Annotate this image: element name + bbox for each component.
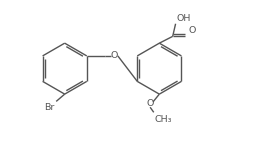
Text: O: O (147, 99, 154, 108)
Text: Br: Br (45, 103, 55, 112)
Text: O: O (110, 51, 118, 60)
Text: O: O (188, 26, 196, 35)
Text: CH₃: CH₃ (155, 115, 172, 124)
Text: OH: OH (176, 14, 191, 23)
